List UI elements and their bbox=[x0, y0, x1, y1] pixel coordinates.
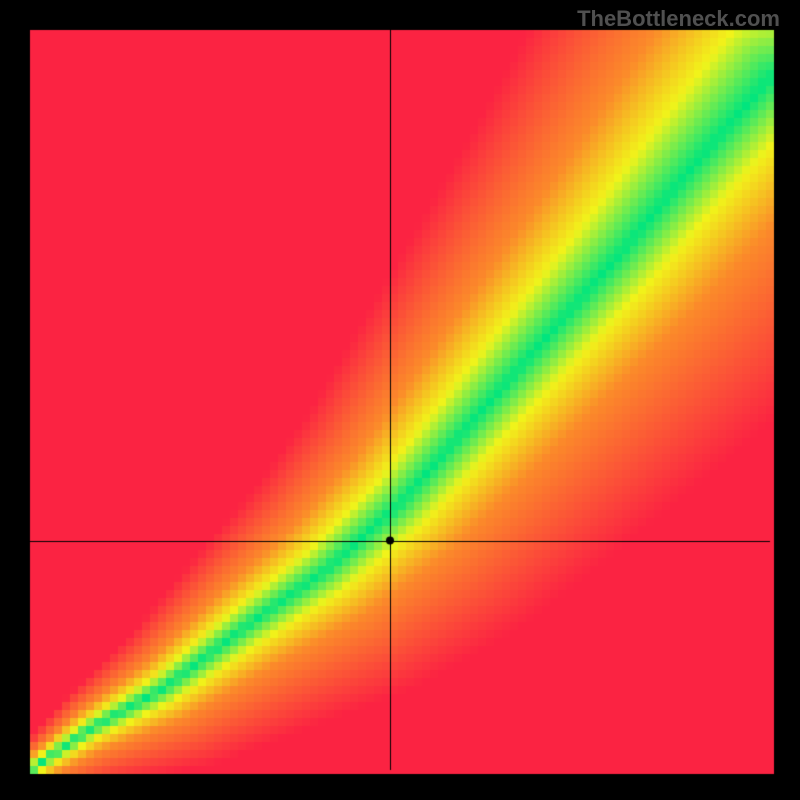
watermark-text: TheBottleneck.com bbox=[577, 6, 780, 32]
bottleneck-heatmap bbox=[0, 0, 800, 800]
